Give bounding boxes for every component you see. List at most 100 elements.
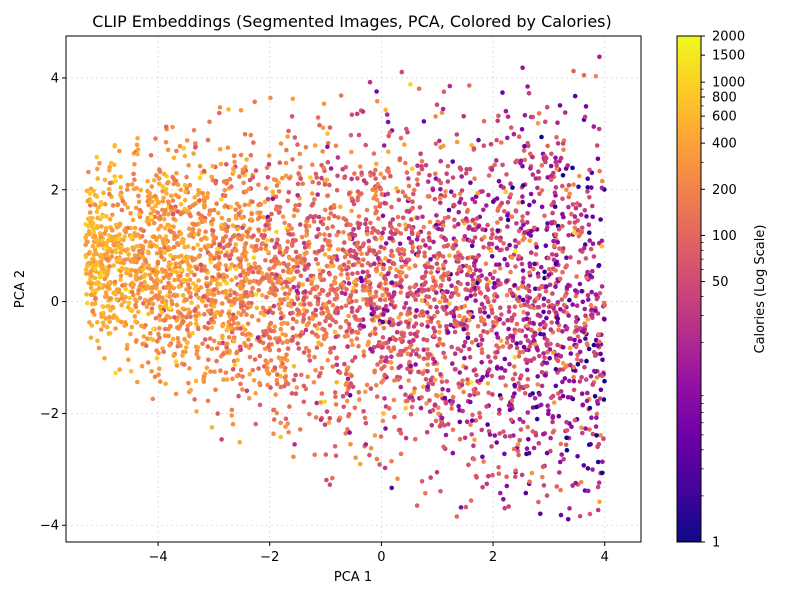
data-point (223, 263, 229, 268)
data-point (283, 365, 288, 371)
data-point (459, 255, 465, 261)
data-point (296, 346, 302, 351)
data-point (256, 317, 261, 323)
data-point (265, 174, 271, 180)
data-point (209, 297, 215, 303)
chart-title: CLIP Embeddings (Segmented Images, PCA, … (92, 12, 611, 31)
data-point (527, 238, 533, 244)
data-point (129, 182, 135, 187)
data-point (84, 292, 89, 297)
data-point (87, 191, 93, 196)
data-point (350, 262, 356, 268)
data-point (450, 399, 456, 404)
data-point (425, 362, 431, 367)
data-point (453, 242, 459, 248)
data-point (527, 288, 532, 294)
data-point (129, 289, 135, 295)
data-point (371, 345, 377, 350)
data-point (560, 345, 566, 350)
data-point (510, 334, 516, 339)
data-point (371, 196, 376, 201)
data-point (442, 395, 448, 401)
data-point (238, 286, 244, 291)
data-point (175, 209, 180, 214)
data-point (160, 207, 165, 213)
data-point (368, 298, 374, 303)
data-point (311, 380, 317, 385)
data-point (366, 279, 372, 285)
data-point (549, 252, 555, 257)
data-point (317, 291, 323, 297)
data-point (396, 247, 401, 252)
data-point (486, 245, 491, 250)
data-point (374, 161, 379, 167)
data-point (547, 282, 553, 288)
data-point (485, 422, 490, 427)
data-point (233, 242, 239, 247)
data-point (426, 230, 432, 236)
data-point (585, 466, 591, 471)
data-point (373, 331, 378, 337)
data-point (383, 107, 388, 113)
data-point (526, 437, 531, 442)
data-point (335, 155, 341, 160)
data-point (415, 215, 420, 221)
data-point (289, 114, 295, 119)
data-point (457, 165, 463, 170)
data-point (439, 110, 445, 116)
data-point (403, 301, 409, 306)
data-point (331, 255, 336, 261)
data-point (494, 294, 500, 299)
data-point (381, 143, 387, 148)
data-point (518, 340, 523, 346)
data-point (595, 507, 601, 513)
data-point (510, 394, 516, 400)
data-point (256, 227, 261, 232)
data-point (187, 277, 193, 283)
data-point (132, 225, 138, 231)
data-point (584, 341, 590, 346)
data-point (548, 177, 554, 183)
data-point (118, 185, 123, 190)
data-point (513, 209, 519, 214)
data-point (326, 246, 332, 252)
data-point (499, 140, 504, 145)
data-point (362, 415, 368, 421)
data-point (196, 211, 201, 216)
data-point (561, 456, 566, 462)
data-point (270, 196, 276, 202)
data-point (573, 205, 579, 211)
data-point (552, 190, 558, 195)
data-point (590, 431, 596, 437)
data-point (107, 180, 113, 186)
data-point (175, 182, 181, 188)
data-point (192, 195, 197, 200)
data-point (414, 503, 420, 508)
data-point (316, 248, 322, 254)
data-point (240, 283, 246, 288)
data-point (316, 296, 321, 302)
data-point (599, 284, 605, 289)
data-point (374, 394, 380, 399)
data-point (96, 285, 102, 291)
data-point (138, 187, 144, 193)
data-point (439, 392, 445, 398)
data-point (342, 240, 347, 245)
data-point (291, 301, 297, 307)
data-point (523, 333, 529, 339)
data-point (577, 281, 583, 287)
data-point (260, 241, 266, 246)
data-point (325, 159, 331, 165)
data-point (589, 289, 594, 295)
y-tick-label: −2 (40, 407, 59, 422)
data-point (268, 358, 274, 363)
data-point (557, 470, 562, 475)
data-point (457, 370, 463, 375)
data-point (143, 323, 148, 328)
data-point (415, 347, 420, 352)
data-point (202, 235, 207, 240)
data-point (286, 190, 292, 195)
data-point (461, 343, 467, 349)
data-point (490, 392, 495, 397)
data-point (354, 336, 360, 342)
